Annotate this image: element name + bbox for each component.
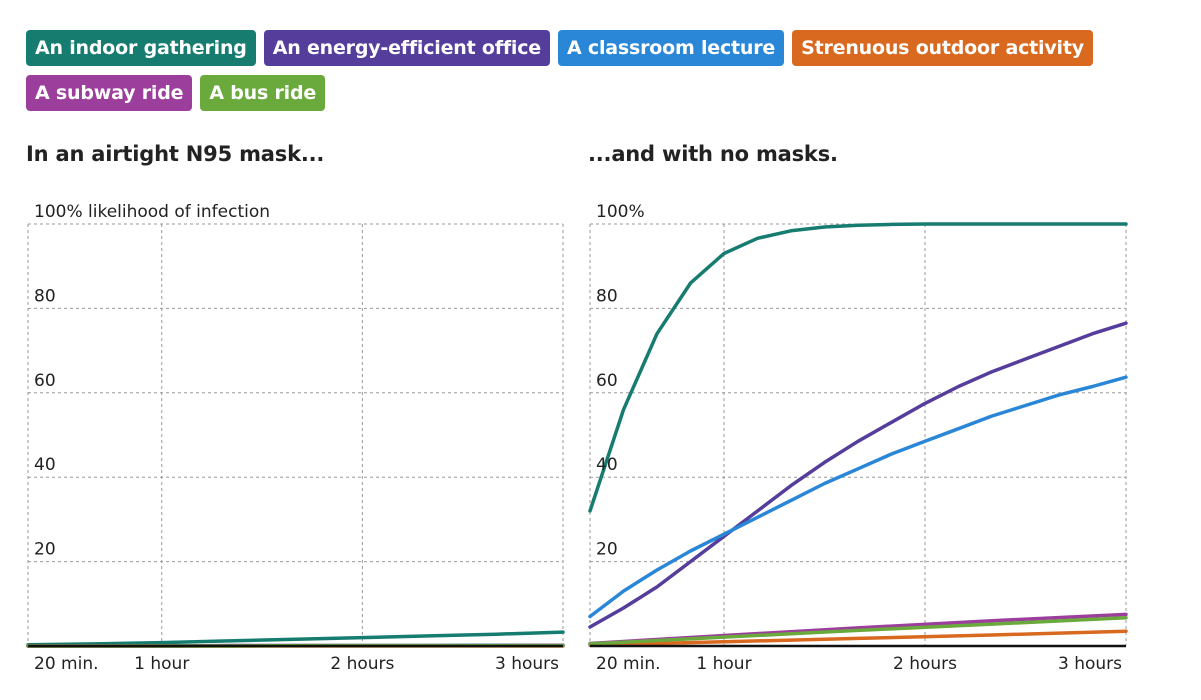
chart-n95-mask: 100% likelihood of infection 80 60 40 20 20 m… [26,202,565,674]
y-tick-label: 100% likelihood of infection [34,202,270,222]
y-tick-label: 20 [34,540,56,560]
y-tick-label: 80 [34,286,56,306]
series-line-an-energy-efficient-office [588,321,1128,629]
series-line-strenuous-outdoor-activity [588,629,1128,647]
legend-row-2: A subway ride A bus ride [26,75,1126,111]
series-line-an-indoor-gathering [588,222,1128,513]
series-line-an-indoor-gathering [26,630,565,647]
legend-chip-classroom-lecture[interactable]: A classroom lecture [557,30,785,66]
x-tick-label: 2 hours [893,654,957,674]
right-panel-title: ...and with no masks. [588,142,838,166]
y-tick-label: 60 [596,371,618,391]
y-tick-label: 60 [34,371,56,391]
legend-row-1: An indoor gathering An energy-efficient … [26,30,1126,66]
x-tick-label: 20 min. [34,654,99,674]
x-tick-label: 2 hours [330,654,394,674]
chart-no-masks: 100% 80 60 40 20 20 min. 1 hour 2 hours 3 hours [588,202,1128,674]
legend: An indoor gathering An energy-efficient … [26,30,1126,120]
series-line-a-classroom-lecture [588,375,1128,619]
y-tick-label: 40 [596,455,618,475]
x-tick-label: 3 hours [495,654,559,674]
legend-chip-indoor-gathering[interactable]: An indoor gathering [26,30,256,66]
legend-chip-energy-efficient-office[interactable]: An energy-efficient office [263,30,550,66]
y-tick-label: 80 [596,286,618,306]
legend-chip-strenuous-outdoor-activity[interactable]: Strenuous outdoor activity [792,30,1093,66]
x-tick-label: 1 hour [696,654,751,674]
left-panel-title: In an airtight N95 mask... [26,142,325,166]
x-tick-label: 1 hour [134,654,189,674]
y-tick-label: 20 [596,540,618,560]
y-tick-label: 40 [34,455,56,475]
series-line-a-bus-ride [588,615,1128,646]
legend-chip-subway-ride[interactable]: A subway ride [26,75,193,111]
x-tick-label: 20 min. [596,654,661,674]
x-tick-label: 3 hours [1058,654,1122,674]
legend-chip-bus-ride[interactable]: A bus ride [200,75,326,111]
y-tick-label: 100% [596,202,645,222]
